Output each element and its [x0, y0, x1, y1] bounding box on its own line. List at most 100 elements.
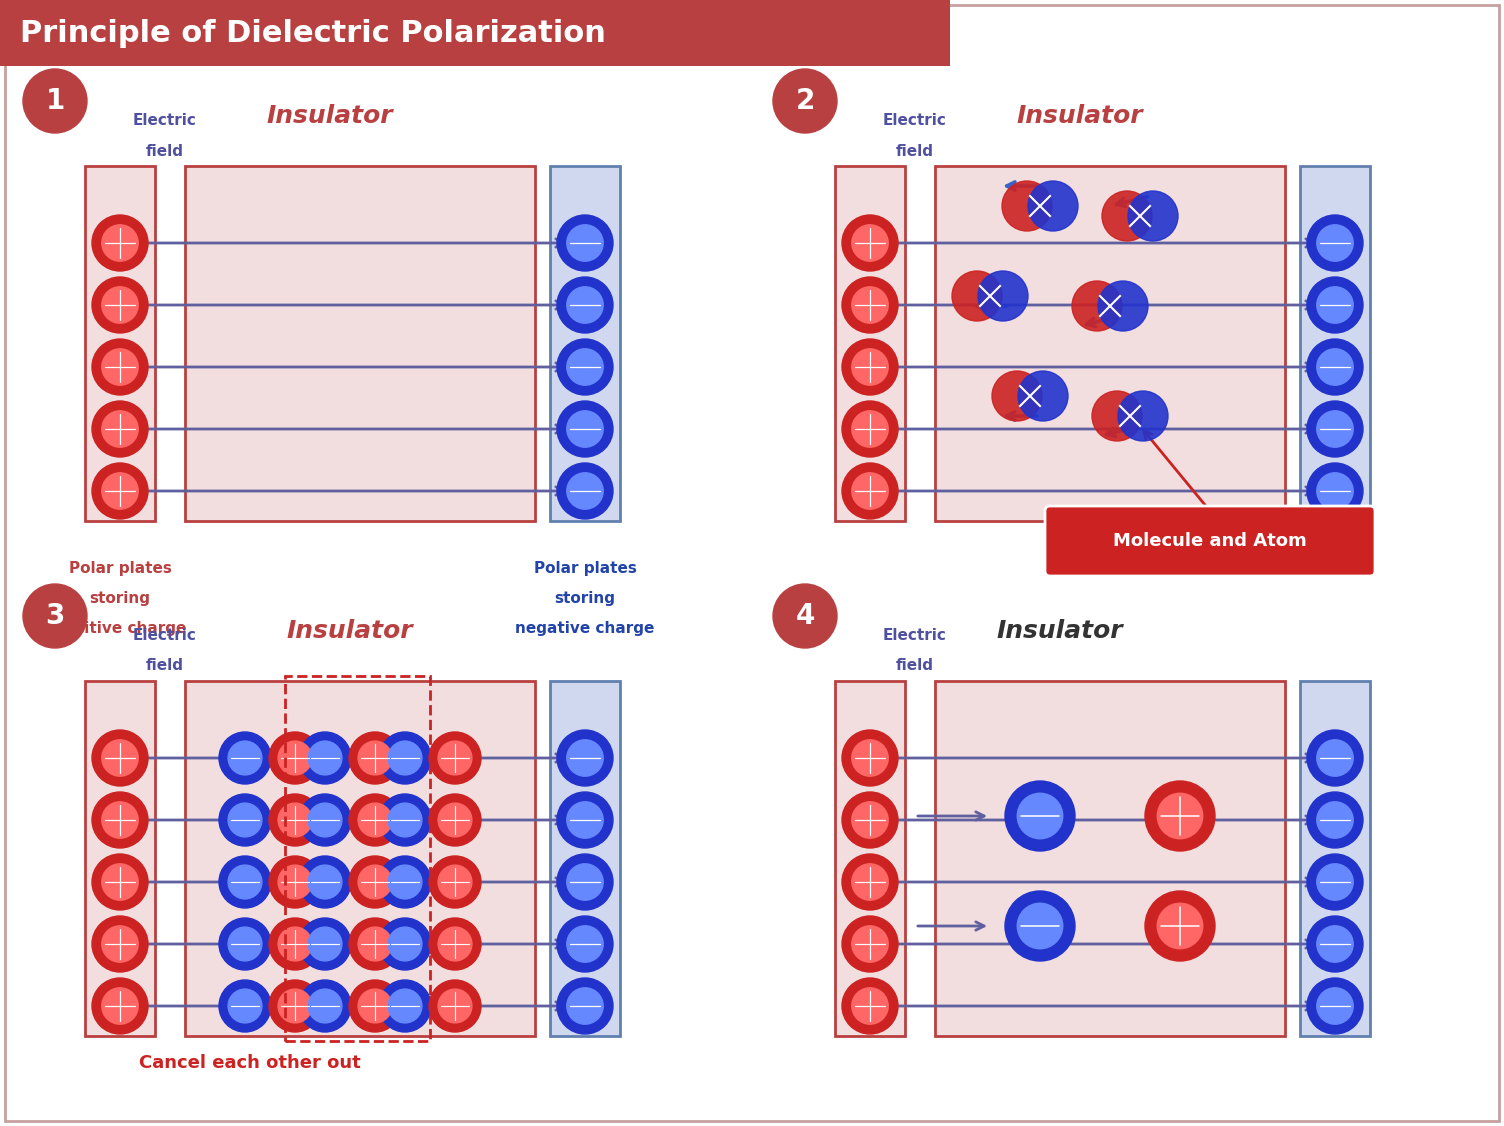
Circle shape: [1307, 339, 1363, 395]
Circle shape: [269, 732, 320, 784]
FancyBboxPatch shape: [835, 166, 905, 521]
Text: Electric: Electric: [883, 114, 948, 128]
Circle shape: [349, 856, 402, 908]
Circle shape: [842, 463, 898, 519]
Circle shape: [851, 926, 889, 963]
Circle shape: [349, 794, 402, 846]
Text: Polar plates: Polar plates: [69, 561, 171, 577]
Circle shape: [102, 411, 138, 447]
Circle shape: [1002, 181, 1051, 231]
Circle shape: [993, 370, 1042, 421]
Circle shape: [278, 803, 311, 837]
Text: Cancel each other out: Cancel each other out: [140, 1054, 361, 1072]
Circle shape: [556, 339, 614, 395]
Text: storing: storing: [555, 591, 615, 606]
Circle shape: [92, 854, 147, 910]
Circle shape: [92, 215, 147, 271]
Circle shape: [1157, 793, 1203, 839]
Circle shape: [92, 339, 147, 395]
Circle shape: [358, 989, 393, 1022]
Circle shape: [269, 980, 320, 1033]
Text: storing: storing: [90, 591, 150, 606]
Circle shape: [299, 794, 350, 846]
FancyBboxPatch shape: [86, 166, 155, 521]
Circle shape: [952, 271, 1002, 321]
Text: Insulator: Insulator: [287, 619, 414, 643]
FancyBboxPatch shape: [185, 681, 535, 1036]
Circle shape: [102, 287, 138, 323]
Circle shape: [102, 802, 138, 838]
Circle shape: [388, 927, 423, 960]
Circle shape: [299, 732, 350, 784]
Circle shape: [773, 584, 838, 647]
Circle shape: [102, 864, 138, 900]
Circle shape: [556, 463, 614, 519]
Circle shape: [1005, 891, 1075, 960]
Text: Electric: Electric: [883, 628, 948, 643]
Circle shape: [102, 740, 138, 776]
Circle shape: [429, 918, 481, 969]
Circle shape: [358, 803, 393, 837]
Circle shape: [1018, 370, 1068, 421]
Circle shape: [379, 794, 432, 846]
Circle shape: [102, 349, 138, 385]
Circle shape: [842, 792, 898, 848]
Circle shape: [102, 473, 138, 509]
Circle shape: [1307, 215, 1363, 271]
Circle shape: [278, 927, 311, 960]
Text: field: field: [146, 659, 183, 673]
Circle shape: [308, 927, 341, 960]
Circle shape: [379, 918, 432, 969]
Circle shape: [1307, 401, 1363, 457]
Circle shape: [220, 732, 271, 784]
Circle shape: [379, 856, 432, 908]
Circle shape: [851, 802, 889, 838]
Circle shape: [1318, 411, 1354, 447]
Circle shape: [567, 988, 603, 1025]
Text: 1: 1: [45, 87, 65, 115]
Circle shape: [1307, 854, 1363, 910]
Circle shape: [269, 918, 320, 969]
Text: field: field: [146, 143, 183, 159]
Circle shape: [851, 473, 889, 509]
FancyBboxPatch shape: [935, 681, 1284, 1036]
FancyBboxPatch shape: [86, 681, 155, 1036]
Circle shape: [567, 225, 603, 261]
Circle shape: [567, 349, 603, 385]
FancyBboxPatch shape: [550, 681, 620, 1036]
Circle shape: [429, 980, 481, 1033]
Circle shape: [1307, 978, 1363, 1034]
FancyBboxPatch shape: [550, 166, 620, 521]
Text: 4: 4: [796, 602, 815, 631]
Circle shape: [388, 803, 423, 837]
Circle shape: [379, 980, 432, 1033]
Circle shape: [388, 741, 423, 775]
Circle shape: [269, 856, 320, 908]
Circle shape: [567, 740, 603, 776]
Circle shape: [229, 927, 262, 960]
Circle shape: [438, 865, 472, 899]
Circle shape: [229, 741, 262, 775]
Circle shape: [1318, 473, 1354, 509]
Circle shape: [1307, 463, 1363, 519]
Circle shape: [358, 865, 393, 899]
FancyBboxPatch shape: [1299, 166, 1370, 521]
Circle shape: [269, 794, 320, 846]
Circle shape: [1307, 730, 1363, 786]
Circle shape: [851, 287, 889, 323]
Text: negative charge: negative charge: [516, 622, 654, 636]
Circle shape: [278, 989, 311, 1022]
Circle shape: [388, 989, 423, 1022]
Text: field: field: [896, 659, 934, 673]
Circle shape: [102, 926, 138, 963]
Circle shape: [388, 865, 423, 899]
Circle shape: [1098, 282, 1148, 331]
Circle shape: [567, 926, 603, 963]
Circle shape: [851, 864, 889, 900]
Text: positive charge: positive charge: [54, 622, 186, 636]
Circle shape: [1307, 792, 1363, 848]
FancyBboxPatch shape: [935, 166, 1284, 521]
Circle shape: [92, 463, 147, 519]
Circle shape: [92, 730, 147, 786]
Circle shape: [773, 69, 838, 133]
